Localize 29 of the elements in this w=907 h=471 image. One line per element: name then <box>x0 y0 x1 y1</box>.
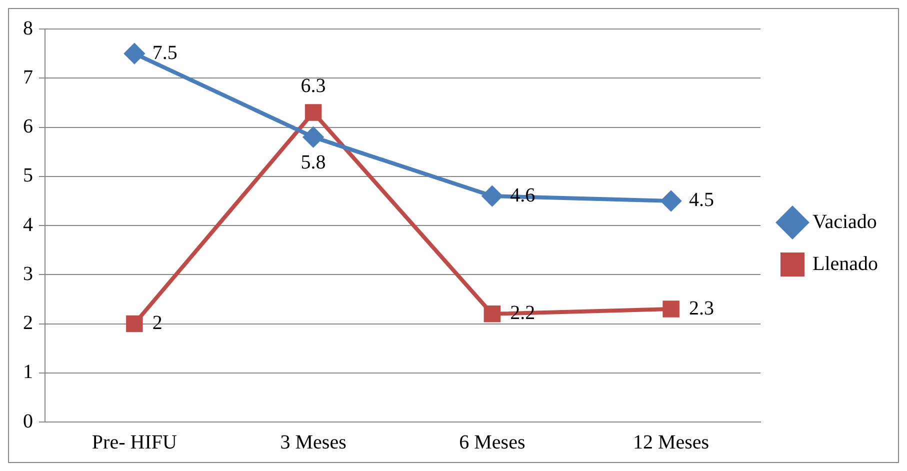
point <box>126 315 143 332</box>
point <box>303 127 324 148</box>
x-tick-label: 12 Meses <box>632 431 710 454</box>
y-tick-label: 5 <box>23 164 33 187</box>
legend-label: Vaciado <box>812 210 877 233</box>
y-tick-label: 2 <box>23 312 33 334</box>
point <box>484 306 501 322</box>
x-tick-label: 6 Meses <box>459 431 526 454</box>
point <box>482 186 502 206</box>
data-label: 4.5 <box>689 189 714 212</box>
point <box>661 190 682 211</box>
data-label: 7.5 <box>152 42 178 64</box>
point <box>304 104 322 121</box>
data-label: 2.3 <box>689 297 714 320</box>
x-tick-label: 3 Meses <box>280 431 347 454</box>
point <box>662 300 680 318</box>
legend-label: Llenado <box>812 252 878 275</box>
y-tick-label: 4 <box>23 214 33 236</box>
y-tick-label: 8 <box>23 17 33 40</box>
data-label: 5.8 <box>300 151 326 174</box>
y-tick-label: 1 <box>23 361 33 384</box>
data-label: 6.3 <box>300 74 326 97</box>
x-tick-label: Pre- HIFU <box>92 431 178 454</box>
data-label: 2 <box>152 312 162 334</box>
y-tick-label: 3 <box>23 262 33 285</box>
y-tick-label: 7 <box>23 66 33 88</box>
point <box>124 44 144 64</box>
y-tick-label: 0 <box>23 410 33 432</box>
y-tick-label: 6 <box>23 116 33 138</box>
